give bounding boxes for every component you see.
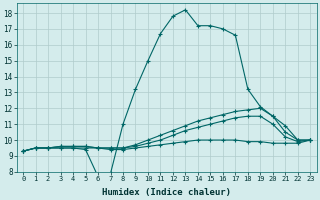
X-axis label: Humidex (Indice chaleur): Humidex (Indice chaleur) — [102, 188, 231, 197]
